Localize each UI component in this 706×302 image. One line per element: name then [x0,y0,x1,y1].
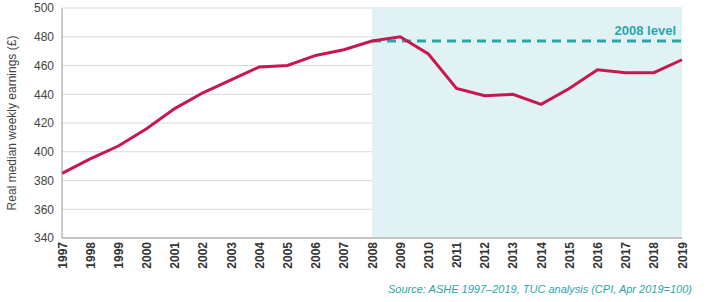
svg-text:2011: 2011 [450,242,464,268]
svg-text:2018: 2018 [647,242,661,269]
svg-text:380: 380 [34,174,54,188]
svg-text:2015: 2015 [563,242,577,269]
svg-text:2005: 2005 [281,242,295,269]
svg-text:1999: 1999 [112,242,126,269]
svg-text:2004: 2004 [253,242,267,269]
svg-text:Real median weekly earnings (£: Real median weekly earnings (£) [8,36,19,211]
svg-text:2006: 2006 [309,242,323,269]
svg-text:440: 440 [34,88,54,102]
svg-text:2008 level: 2008 level [615,23,676,38]
svg-text:460: 460 [34,59,54,73]
svg-text:2019: 2019 [676,242,690,269]
svg-text:1998: 1998 [84,242,98,269]
svg-text:2012: 2012 [478,242,492,269]
svg-text:340: 340 [34,231,54,245]
svg-text:420: 420 [34,116,54,130]
svg-text:2016: 2016 [591,242,605,269]
svg-text:2010: 2010 [422,242,436,269]
svg-text:500: 500 [34,1,54,15]
svg-text:360: 360 [34,203,54,217]
svg-text:2017: 2017 [619,242,633,269]
svg-text:2008: 2008 [366,242,380,269]
svg-text:2000: 2000 [140,242,154,269]
svg-text:1997: 1997 [56,242,70,269]
svg-text:2001: 2001 [168,242,182,269]
html-text:Source: ASHE 1997–2019, TUC an: Source: ASHE 1997–2019, TUC analysis (CP… [388,283,692,295]
svg-text:480: 480 [34,30,54,44]
svg-text:400: 400 [34,145,54,159]
svg-text:2002: 2002 [196,242,210,269]
svg-text:2013: 2013 [506,242,520,269]
svg-text:2014: 2014 [535,242,549,269]
svg-text:2003: 2003 [225,242,239,269]
svg-text:2007: 2007 [337,242,351,269]
svg-text:2009: 2009 [394,242,408,269]
